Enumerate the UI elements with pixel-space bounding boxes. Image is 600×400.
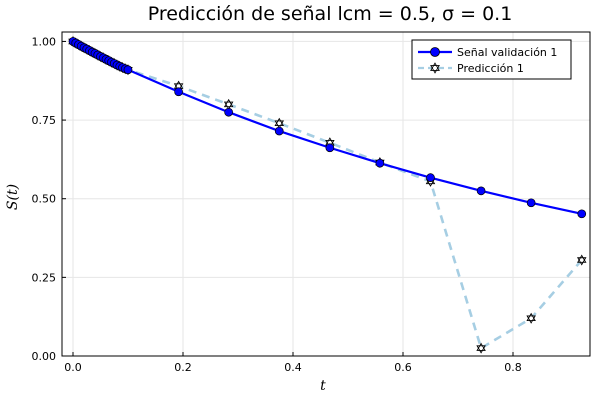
y-tick-label: 0.00 xyxy=(32,350,57,363)
signal-point xyxy=(123,65,133,75)
prediction-line xyxy=(72,40,583,350)
axis-ticks: 0.0 0.2 0.4 0.6 0.8 0.00 0.25 0.50 0.75 1.00 xyxy=(32,35,522,374)
legend-label-signal: Señal validación 1 xyxy=(457,46,557,59)
signal-point xyxy=(375,158,385,168)
series xyxy=(68,35,587,354)
y-tick-label: 0.50 xyxy=(32,193,57,206)
signal-point xyxy=(224,107,233,117)
grid xyxy=(62,32,590,357)
legend: Señal validación 1 Predicción 1 xyxy=(411,39,572,80)
signal-point xyxy=(526,198,536,208)
legend-box xyxy=(411,39,572,80)
x-tick-label: 0.8 xyxy=(504,361,522,374)
series-signal xyxy=(68,37,587,219)
signal-point xyxy=(476,186,486,196)
x-tick-label: 0.0 xyxy=(64,361,82,374)
prediction-point xyxy=(476,342,486,354)
legend-swatch-marker-signal xyxy=(430,47,440,57)
signal-point xyxy=(577,209,587,219)
y-tick-label: 1.00 xyxy=(32,35,57,48)
prediction-point xyxy=(576,254,587,266)
x-tick-label: 0.2 xyxy=(174,361,192,374)
series-prediction xyxy=(68,35,587,354)
y-tick-label: 0.75 xyxy=(32,114,57,127)
signal-point xyxy=(274,126,284,136)
legend-star-shape xyxy=(430,62,440,74)
chart-title: Predicción de señal lcm = 0.5, σ = 0.1 xyxy=(148,3,513,25)
y-tick-label: 0.25 xyxy=(32,271,57,284)
legend-label-prediction: Predicción 1 xyxy=(457,62,524,75)
y-axis-label: S(t) xyxy=(5,184,21,210)
prediction-point xyxy=(526,312,536,324)
x-tick-label: 0.6 xyxy=(394,361,412,374)
signal-point xyxy=(426,173,435,182)
signal-point xyxy=(325,143,335,153)
prediction-point xyxy=(274,117,285,129)
x-tick-label: 0.4 xyxy=(284,361,302,374)
legend-swatch-marker-prediction xyxy=(430,62,440,74)
signal-point xyxy=(174,87,183,97)
prediction-point xyxy=(223,98,234,110)
x-axis-label: t xyxy=(320,378,326,394)
plot-frame xyxy=(61,31,591,357)
